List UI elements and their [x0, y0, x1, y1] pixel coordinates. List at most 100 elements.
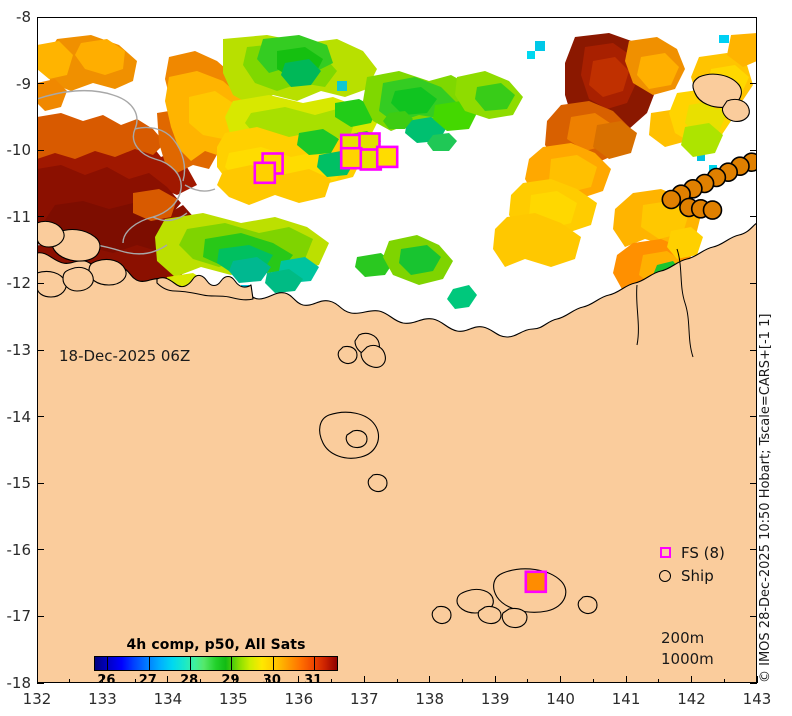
x-tickmark — [298, 676, 300, 683]
x-minor-tickmark — [592, 679, 594, 683]
y-tick-label: -10 — [6, 141, 32, 160]
x-minor-tickmark — [331, 679, 333, 683]
colorbar-tickmark — [314, 657, 316, 670]
y-tickmark-right — [750, 216, 757, 218]
x-tickmark — [429, 676, 431, 683]
fs-marker[interactable] — [375, 145, 399, 169]
colorbar-tick-label: 28 — [180, 673, 199, 683]
x-minor-tickmark — [396, 679, 398, 683]
y-tickmark — [37, 682, 44, 684]
depth-contour-200m-label: 200m — [661, 629, 705, 647]
legend-label-fs: FS (8) — [681, 543, 725, 562]
x-tickmark — [232, 676, 234, 683]
colorbar-tickmark — [107, 657, 109, 670]
colorbar-tick-label: 31 — [304, 673, 323, 683]
y-tickmark-right — [750, 149, 757, 151]
colorbar-title: 4h comp, p50, All Sats — [126, 637, 306, 653]
legend-item-ship[interactable]: Ship — [657, 565, 725, 586]
colorbar-tick-labels: 26 27 28 29 30 31 — [94, 673, 338, 683]
x-tick-label: 140 — [546, 690, 575, 708]
x-tick-label: 141 — [611, 690, 641, 708]
ship-track-markers[interactable] — [661, 152, 757, 220]
y-tickmark-right — [750, 615, 757, 617]
x-tickmark — [494, 676, 496, 683]
x-minor-tickmark — [69, 679, 71, 683]
y-tickmark — [37, 416, 44, 418]
x-tickmark — [691, 676, 693, 683]
y-tickmark-right — [750, 482, 757, 484]
y-tickmark — [37, 16, 44, 18]
x-tick-label: 138 — [415, 690, 445, 708]
x-minor-tickmark — [461, 679, 463, 683]
x-tick-label: 135 — [219, 690, 248, 708]
x-minor-tickmark — [658, 679, 660, 683]
y-tickmark — [37, 615, 44, 617]
x-tick-label: 139 — [480, 690, 510, 708]
y-tickmark-right — [750, 349, 757, 351]
y-tick-label: -12 — [6, 274, 32, 293]
fs-station-markers[interactable] — [253, 132, 548, 594]
y-tickmark — [37, 216, 44, 218]
y-tick-label: -14 — [6, 407, 32, 426]
map-canvas — [37, 17, 757, 683]
x-tickmark — [625, 676, 627, 683]
y-tick-label: -9 — [16, 74, 31, 93]
ship-marker[interactable] — [661, 189, 682, 210]
y-tickmark-right — [750, 282, 757, 284]
legend-item-fs[interactable]: FS (8) — [657, 542, 725, 563]
credit-label: © IMOS 28-Dec-2025 10:50 Hobart; Tscale=… — [758, 313, 773, 683]
ship-marker[interactable] — [702, 200, 723, 220]
x-tick-label: 132 — [22, 690, 52, 708]
y-tick-label: -15 — [6, 474, 32, 493]
y-tickmark-right — [750, 682, 757, 684]
x-minor-tickmark — [134, 679, 136, 683]
fs-marker[interactable] — [339, 146, 363, 170]
map-plot-area[interactable]: 18-Dec-2025 06Z 200m 1000m FS (8) Ship 4… — [37, 17, 757, 683]
colorbar[interactable]: 4h comp, p50, All Sats 26 27 28 29 30 31 — [94, 637, 338, 683]
colorbar-gradient[interactable] — [94, 656, 338, 671]
x-tickmark — [101, 676, 103, 683]
x-tickmark — [363, 676, 365, 683]
y-tick-label: -13 — [6, 341, 32, 359]
map-legend: FS (8) Ship — [657, 542, 725, 588]
x-tick-label: 133 — [88, 690, 117, 708]
y-tick-label: -11 — [6, 207, 32, 226]
y-tickmark — [37, 282, 44, 284]
x-minor-tickmark — [723, 679, 725, 683]
x-tickmark — [756, 676, 758, 683]
ship-circle-icon — [657, 568, 673, 584]
y-tickmark-right — [750, 83, 757, 85]
x-tick-label: 134 — [153, 690, 183, 708]
fs-marker[interactable] — [524, 570, 548, 594]
x-tickmark — [560, 676, 562, 683]
x-minor-tickmark — [200, 679, 202, 683]
colorbar-tickmark — [148, 657, 150, 670]
colorbar-tickmark — [190, 657, 192, 670]
timestamp-label: 18-Dec-2025 06Z — [59, 347, 191, 365]
x-tick-label: 143 — [742, 690, 772, 708]
y-tickmark — [37, 83, 44, 85]
y-tickmark-right — [750, 416, 757, 418]
x-tick-label: 142 — [677, 690, 706, 708]
x-minor-tickmark — [265, 679, 267, 683]
x-minor-tickmark — [527, 679, 529, 683]
landmass — [37, 73, 757, 683]
y-tickmark — [37, 549, 44, 551]
y-tick-label: -17 — [6, 607, 32, 626]
colorbar-tickmark — [272, 657, 274, 670]
x-tick-label: 136 — [284, 690, 314, 708]
y-tickmark — [37, 149, 44, 151]
fs-marker[interactable] — [253, 161, 277, 185]
y-tickmark-right — [750, 549, 757, 551]
fs-square-icon — [657, 545, 673, 561]
y-tick-label: -16 — [6, 540, 32, 559]
colorbar-tick-label: 27 — [138, 673, 157, 683]
colorbar-tick-label: 29 — [221, 673, 240, 683]
colorbar-tick-label: 30 — [262, 673, 281, 683]
y-tick-label: -18 — [6, 674, 32, 692]
x-tickmark — [167, 676, 169, 683]
credit-text: © IMOS 28-Dec-2025 10:50 Hobart; Tscale=… — [758, 17, 786, 683]
x-tick-label: 137 — [349, 690, 379, 708]
y-tickmark — [37, 349, 44, 351]
